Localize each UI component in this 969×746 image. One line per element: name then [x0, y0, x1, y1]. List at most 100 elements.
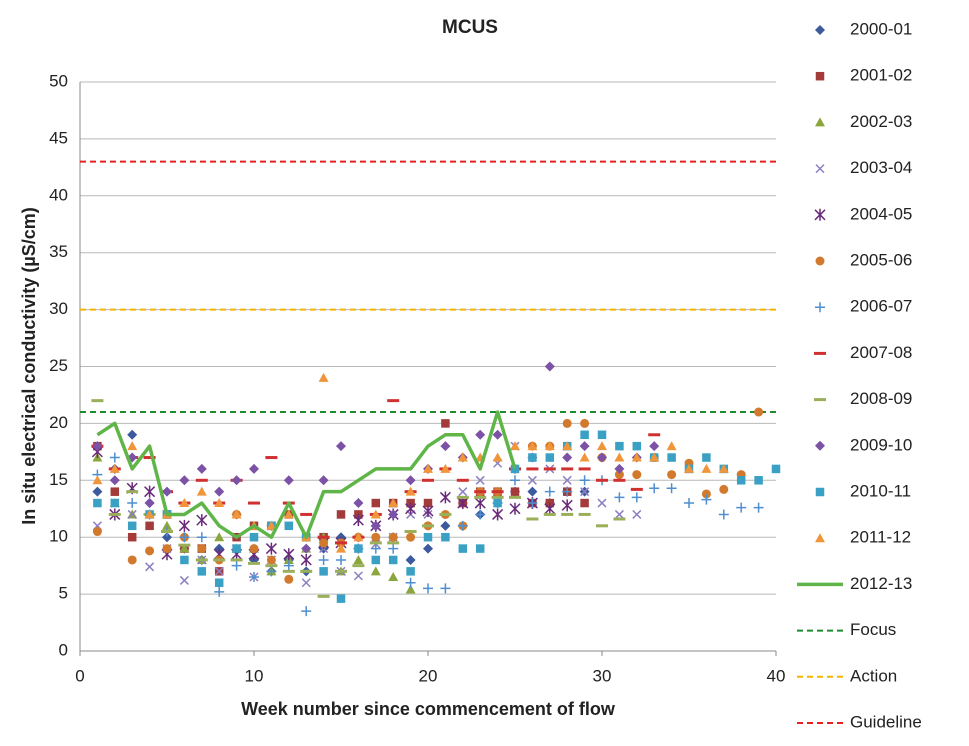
point [597, 452, 607, 463]
point [561, 499, 573, 512]
point [615, 441, 624, 451]
point [475, 509, 486, 520]
point [196, 486, 207, 496]
point [457, 497, 469, 510]
point [649, 441, 660, 452]
point [249, 463, 259, 474]
point [493, 498, 502, 508]
point [109, 452, 120, 463]
point [336, 554, 346, 565]
legend-label: 2004-05 [850, 204, 912, 223]
point [405, 584, 416, 594]
point [162, 486, 172, 497]
point [370, 509, 381, 519]
point [632, 441, 642, 451]
point [179, 475, 190, 486]
point [144, 509, 155, 519]
point [214, 586, 225, 597]
point [492, 508, 504, 521]
y-tick-label: 5 [59, 584, 68, 603]
point [475, 429, 486, 440]
point [180, 555, 189, 565]
point [406, 567, 415, 576]
point [110, 498, 120, 508]
point [127, 555, 137, 565]
point [196, 463, 207, 474]
point [718, 463, 729, 473]
point [93, 498, 102, 508]
point [702, 453, 711, 462]
point [353, 554, 364, 564]
point [614, 509, 624, 519]
point [597, 498, 607, 508]
point [388, 498, 399, 508]
point [371, 532, 381, 542]
x-tick-label: 40 [767, 666, 786, 685]
x-tick-label: 10 [245, 666, 264, 685]
legend-label: Focus [850, 620, 896, 639]
point [405, 475, 416, 486]
point [527, 486, 538, 497]
point [127, 498, 138, 509]
point [214, 486, 225, 497]
point [701, 489, 711, 499]
y-tick-label: 25 [49, 356, 68, 375]
point [214, 498, 225, 508]
point [318, 372, 329, 382]
point [214, 532, 225, 542]
point [231, 509, 242, 519]
y-tick-label: 0 [59, 640, 68, 659]
point [318, 475, 329, 486]
legend-label: 2000-01 [850, 19, 912, 38]
point [736, 502, 747, 513]
point [510, 475, 520, 486]
legend-label: 2001-02 [850, 66, 912, 85]
y-tick-label: 15 [49, 470, 68, 489]
point [458, 544, 468, 553]
legend-label: Guideline [850, 712, 922, 731]
point [475, 475, 485, 485]
point [162, 520, 172, 530]
legend-swatch [815, 71, 825, 81]
legend-label: 2006-07 [850, 297, 912, 316]
point [580, 418, 590, 428]
legend-swatch [815, 256, 825, 266]
point [544, 441, 555, 451]
point [406, 532, 416, 542]
point [336, 594, 346, 603]
point [388, 509, 399, 520]
legend-swatch [815, 440, 825, 451]
point [441, 419, 450, 428]
point [92, 527, 102, 537]
point [544, 486, 555, 497]
point [336, 441, 346, 452]
point [440, 441, 451, 452]
point [474, 497, 486, 510]
point [127, 509, 137, 519]
y-tick-label: 30 [49, 299, 68, 318]
point [562, 418, 572, 428]
point [301, 543, 312, 554]
point [649, 452, 660, 462]
point [440, 520, 451, 531]
point [354, 544, 363, 553]
point [388, 555, 398, 565]
legend-label: 2009-10 [850, 435, 912, 454]
point [753, 502, 764, 513]
point [388, 532, 398, 542]
point [405, 502, 417, 515]
point [580, 430, 589, 440]
point [336, 543, 346, 553]
point [754, 476, 763, 485]
y-tick-label: 35 [49, 242, 68, 261]
point [388, 572, 399, 582]
point [145, 562, 155, 572]
point [283, 560, 294, 571]
legend-swatch [815, 487, 825, 497]
point [266, 520, 277, 530]
point [370, 543, 381, 554]
point [457, 452, 468, 462]
point [666, 441, 677, 451]
point [597, 441, 607, 451]
point [231, 475, 242, 486]
